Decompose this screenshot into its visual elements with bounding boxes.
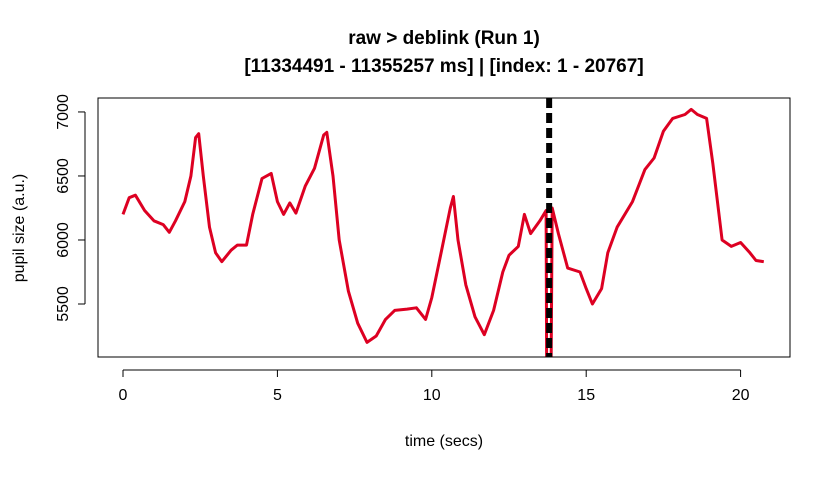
y-tick-label: 7000: [55, 94, 72, 130]
y-tick-label: 5500: [55, 286, 72, 322]
y-axis-label: pupil size (a.u.): [11, 174, 28, 283]
chart-subtitle: [11334491 - 11355257 ms] | [index: 1 - 2…: [244, 56, 643, 77]
series-line-0: [121, 107, 765, 357]
x-tick-label: 15: [577, 387, 595, 404]
x-tick-label: 5: [273, 387, 282, 404]
x-tick-label: 0: [119, 387, 128, 404]
plot-frame: [97, 97, 791, 358]
x-tick-label: 10: [423, 387, 441, 404]
chart-title: raw > deblink (Run 1): [348, 28, 540, 49]
x-tick-label: 20: [732, 387, 750, 404]
x-axis-label: time (secs): [405, 433, 483, 450]
y-axis: 5500 6000 6500 7000: [55, 94, 86, 322]
x-axis: 0 5 10 15 20: [119, 369, 750, 404]
y-tick-label: 6000: [55, 222, 72, 258]
y-tick-label: 6500: [55, 158, 72, 194]
